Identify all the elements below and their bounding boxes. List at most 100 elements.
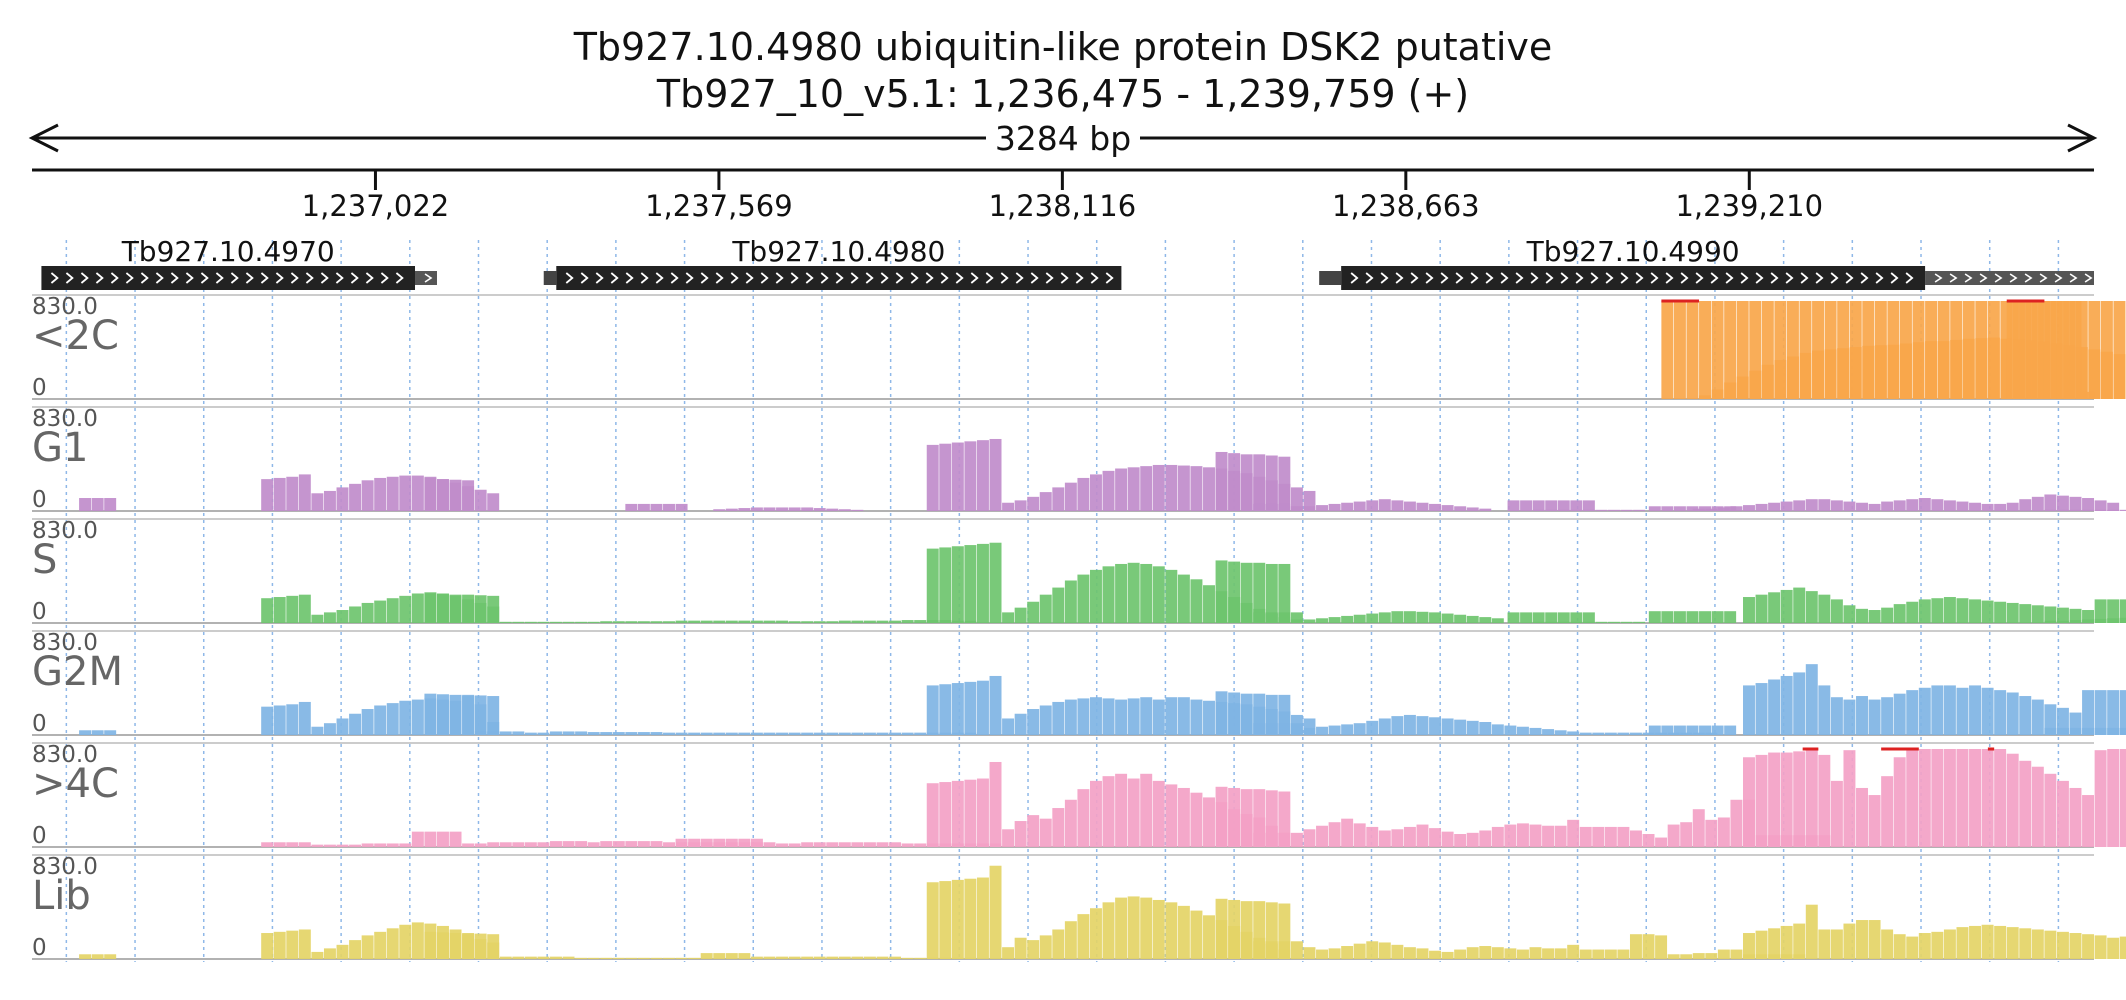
coverage-bar — [1868, 795, 1881, 847]
coverage-bar — [1956, 598, 1969, 623]
coverage-bar — [1253, 562, 1266, 623]
coverage-bar — [1507, 612, 1520, 623]
coverage-bar — [1240, 901, 1253, 959]
coverage-bar — [675, 732, 688, 735]
coverage-bar — [838, 956, 851, 959]
coverage-bar — [1152, 464, 1165, 511]
coverage-bar — [2031, 766, 2044, 847]
coverage-bar — [374, 477, 387, 511]
coverage-bar — [1743, 933, 1755, 959]
coverage-bar — [1711, 506, 1724, 511]
coverage-bar — [826, 621, 839, 623]
coverage-bar — [449, 479, 462, 511]
gene-utr — [1925, 271, 2094, 285]
track-name-label: Lib — [32, 873, 91, 919]
coverage-bar — [2075, 347, 2088, 399]
coverage-bar — [663, 957, 675, 959]
strand-arrow — [230, 272, 239, 284]
coverage-bar — [1265, 455, 1278, 511]
coverage-bar — [863, 842, 876, 847]
coverage-bar — [1918, 687, 1931, 735]
coverage-bar — [575, 621, 588, 623]
coverage-bar — [1805, 591, 1818, 623]
coverage-bar — [1856, 696, 1868, 735]
coverage-bar — [1115, 773, 1128, 847]
coverage-bar — [1328, 948, 1341, 959]
coverage-bar — [587, 732, 600, 735]
coverage-bar — [2056, 301, 2069, 399]
coverage-bar — [562, 841, 575, 847]
coverage-bar — [1077, 914, 1090, 959]
coverage-bar — [763, 956, 776, 959]
coverage-bar — [1429, 950, 1442, 959]
coverage-bar — [1265, 612, 1278, 623]
coverage-bar — [436, 932, 449, 959]
strand-arrow — [1979, 273, 1988, 283]
coverage-bar — [1064, 580, 1077, 623]
coverage-bar — [1491, 618, 1504, 623]
coverage-bar — [2069, 509, 2082, 511]
coverage-bar — [298, 929, 311, 959]
coverage-bar — [926, 882, 939, 959]
coverage-bar — [1403, 501, 1416, 511]
coverage-bar — [1717, 817, 1730, 847]
coverage-bar — [1962, 338, 1975, 399]
coverage-bar — [1265, 694, 1278, 735]
strand-arrow — [65, 272, 74, 284]
coverage-bar — [1278, 903, 1291, 959]
coverage-bar — [1780, 501, 1793, 511]
coverage-bar — [2113, 301, 2126, 399]
coverage-bar — [474, 957, 487, 959]
coverage-bar — [1491, 826, 1504, 847]
coverage-bar — [1002, 718, 1015, 735]
coverage-bar — [1290, 506, 1303, 511]
coverage-bar — [750, 956, 763, 959]
coverage-bar — [2006, 753, 2019, 847]
coverage-bar — [1203, 915, 1215, 959]
coverage-bar — [2006, 927, 2019, 959]
strand-arrow — [50, 272, 59, 284]
strand-arrow — [290, 272, 299, 284]
coverage-bar — [1956, 501, 1969, 511]
track-max-label: 830.0 — [32, 854, 98, 880]
strand-arrow — [970, 272, 979, 284]
coverage-bar — [1975, 338, 1988, 399]
coverage-bar — [1353, 501, 1366, 511]
coverage-bar — [2056, 509, 2069, 511]
coverage-bar — [801, 732, 814, 735]
coverage-bar — [2044, 727, 2057, 735]
coverage-bar — [976, 543, 989, 623]
strand-arrow — [1830, 272, 1839, 284]
coverage-bar — [688, 732, 701, 735]
coverage-bar — [1950, 339, 1963, 399]
coverage-bar — [1554, 948, 1567, 959]
track-G1: 830.0 0 G1 — [32, 406, 2126, 513]
coverage-bar — [688, 620, 701, 623]
coverage-bar — [1014, 821, 1027, 847]
coverage-bar — [587, 957, 600, 959]
coverage-bar — [889, 732, 902, 735]
track-Lib: 830.0 0 Lib — [32, 854, 2126, 961]
coverage-bar — [1724, 611, 1737, 623]
coverage-bar — [1391, 611, 1404, 623]
strand-arrow — [275, 272, 284, 284]
coverage-bar — [1391, 500, 1404, 511]
coverage-bar — [2107, 599, 2120, 623]
coverage-bar — [1542, 948, 1555, 959]
coverage-bar — [1102, 776, 1115, 847]
coverage-bar — [1661, 506, 1674, 511]
coverage-bar — [298, 701, 311, 735]
strand-arrow — [1485, 272, 1494, 284]
coverage-bar — [2082, 934, 2095, 959]
coverage-bar — [2069, 727, 2082, 735]
coverage-bar — [2119, 599, 2126, 623]
coverage-bar — [104, 498, 117, 511]
strand-arrow — [424, 273, 433, 283]
coverage-bar — [1545, 612, 1558, 623]
coverage-bar — [1673, 301, 1686, 399]
coverage-bar — [1064, 921, 1077, 959]
coverage-bar — [1454, 834, 1467, 847]
strand-arrow — [1075, 272, 1084, 284]
coverage-bar — [1140, 897, 1153, 959]
coverage-bar — [1918, 749, 1931, 847]
